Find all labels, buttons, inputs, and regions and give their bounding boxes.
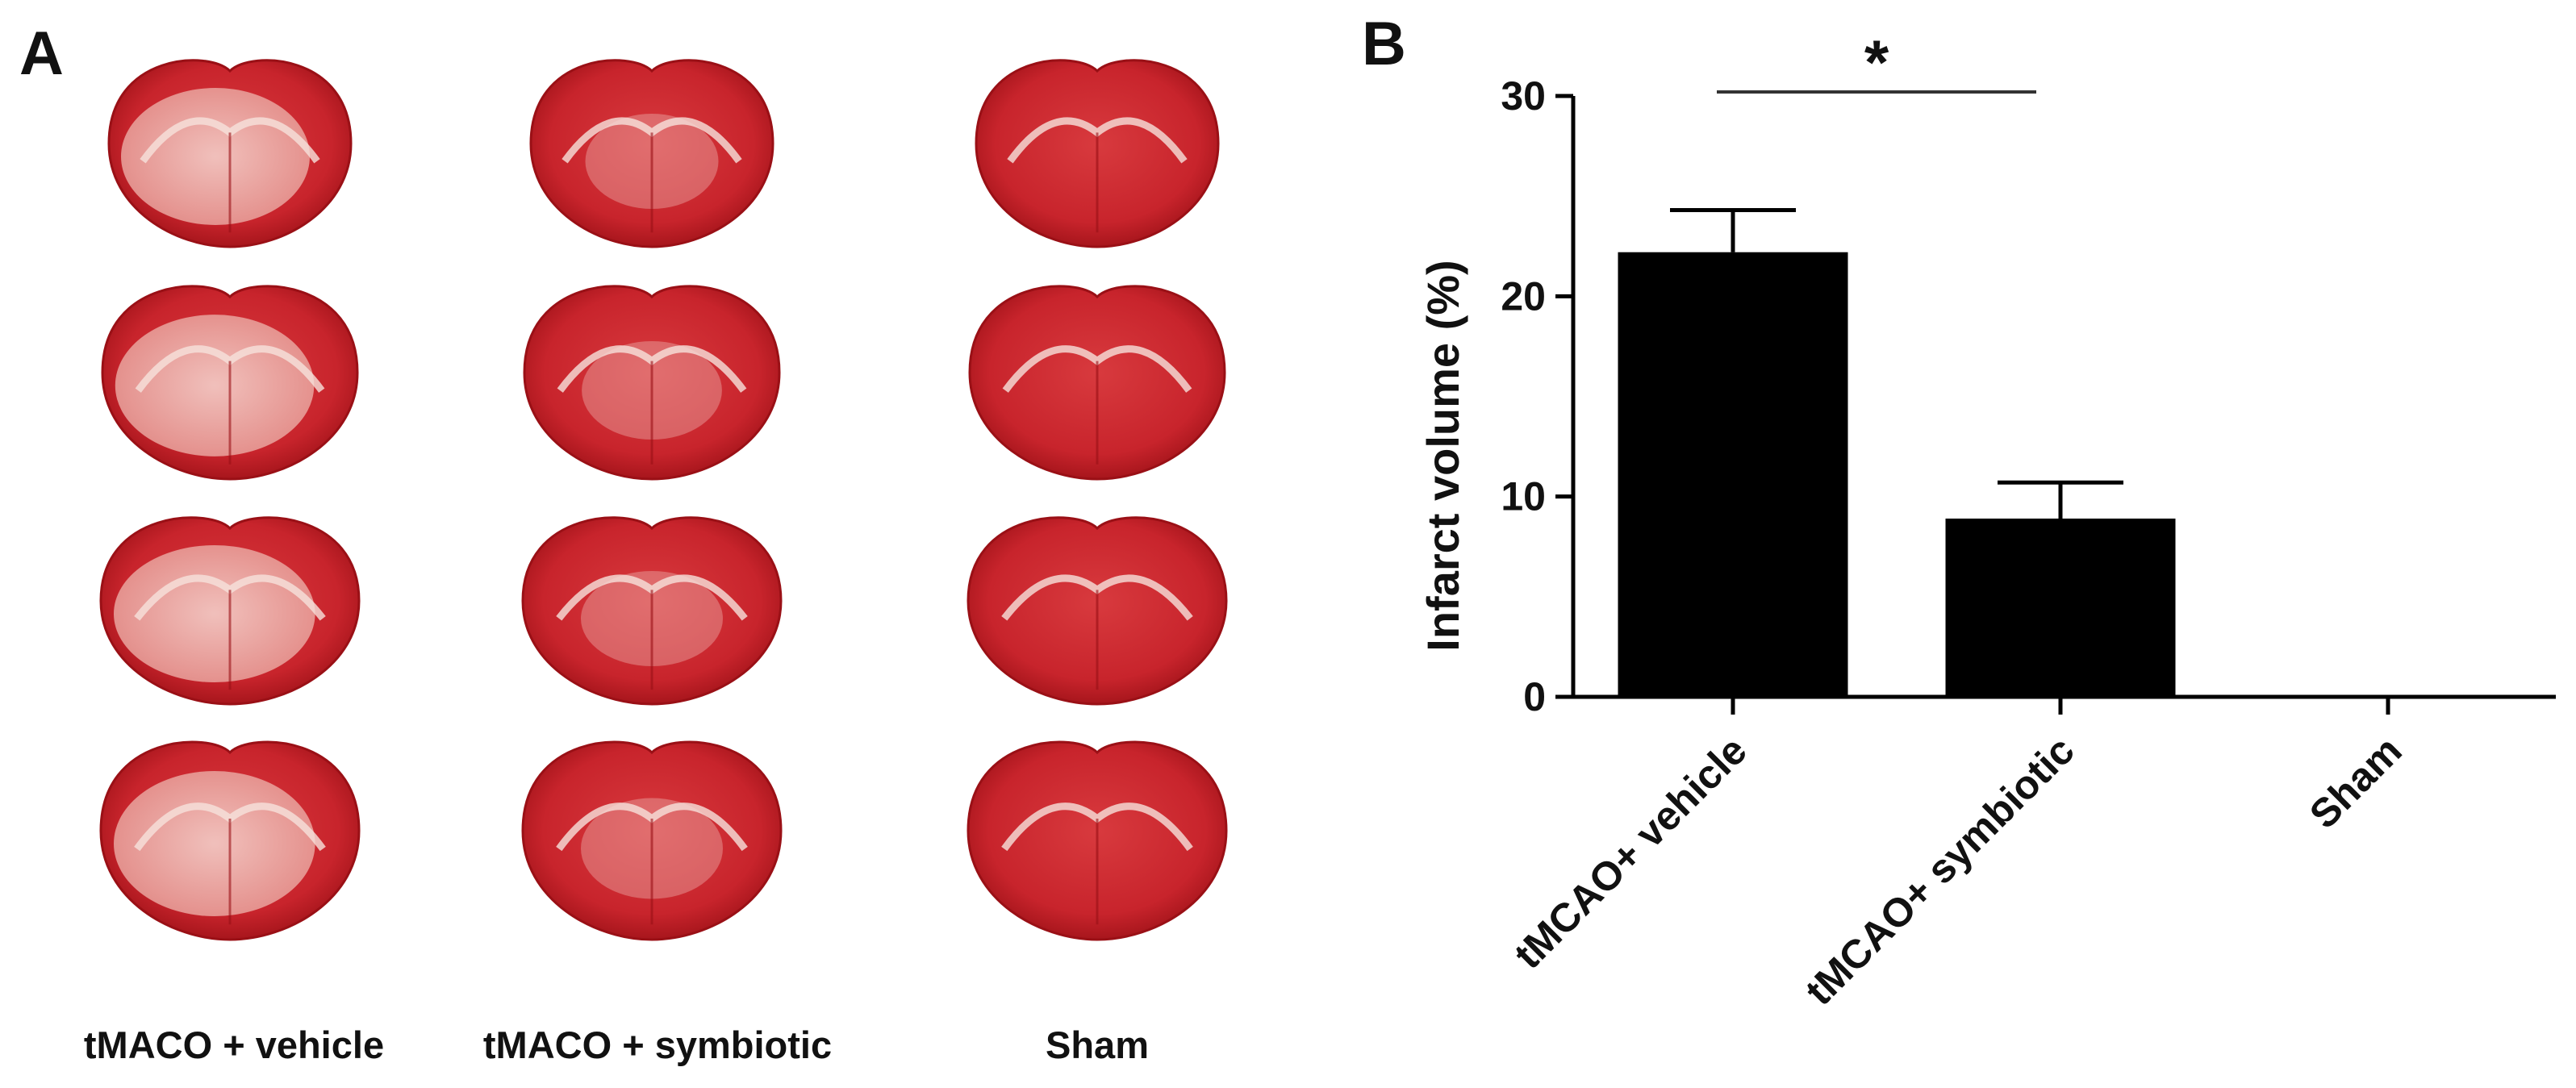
bar	[1618, 252, 1848, 697]
x-tick-label: tMCAO+ vehicle	[1505, 727, 1756, 978]
panel-a-letter: A	[19, 19, 64, 88]
bar	[1945, 518, 2176, 697]
panel-b-bar-chart: B Infarct volume (%) 0 10 20 30 tMCAO+ vehic…	[1362, 10, 2556, 1014]
brain-section	[529, 59, 774, 248]
y-axis-label: Infarct volume (%)	[1417, 260, 1468, 651]
panel-b-letter: B	[1362, 10, 1406, 78]
x-tick-label: Sham	[2301, 727, 2411, 837]
y-tick-label: 20	[1501, 273, 1546, 319]
brain-section	[521, 516, 783, 706]
brain-section	[968, 285, 1226, 481]
y-tick-label: 30	[1501, 73, 1546, 119]
column-label-symbiotic: tMACO + symbiotic	[483, 1023, 832, 1066]
brain-section	[967, 516, 1228, 706]
significance-star: *	[1864, 27, 1889, 98]
brain-section	[101, 285, 359, 481]
column-label-vehicle: tMACO + vehicle	[84, 1023, 384, 1066]
brain-section	[99, 740, 361, 941]
brain-section	[99, 516, 361, 706]
y-tick-label: 10	[1501, 474, 1546, 519]
brain-section	[521, 740, 783, 941]
brain-section	[523, 285, 781, 481]
panel-a-brain-sections: A tMACO + vehicle tMACO + symbiotic Sham	[19, 19, 1228, 1066]
x-tick-label: tMCAO+ symbiotic	[1797, 727, 2083, 1014]
chart-plot-area: 0 10 20 30 tMCAO+ vehicle tMCAO+ symbiotic Sha…	[1501, 27, 2556, 1014]
brain-section	[107, 59, 353, 248]
y-tick-label: 0	[1523, 674, 1546, 719]
column-label-sham: Sham	[1046, 1023, 1149, 1066]
brain-section	[967, 740, 1228, 941]
brain-section-grid	[99, 59, 1228, 941]
brain-section	[975, 59, 1220, 248]
